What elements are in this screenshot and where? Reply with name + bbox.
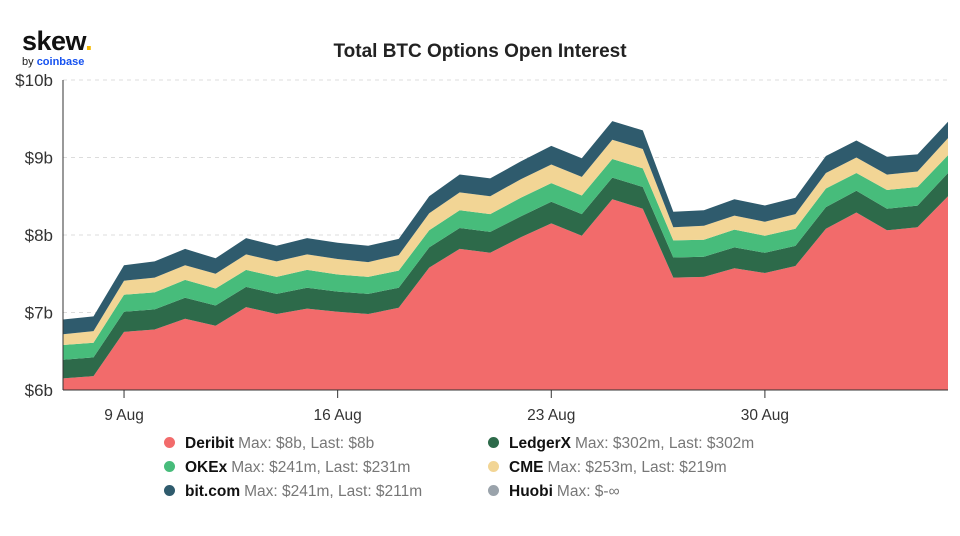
x-tick-label: 9 Aug [104, 407, 144, 424]
logo-by: by [22, 56, 34, 68]
skew-logo: skew. by coinbase [22, 26, 93, 69]
x-tick-label: 30 Aug [741, 407, 789, 424]
legend-item-ledgerx[interactable]: LedgerX Max: $302m, Last: $302m [488, 435, 754, 453]
logo-dot: . [85, 26, 93, 56]
legend-stats: Max: $302m, Last: $302m [575, 435, 755, 452]
area-series-bit-com [63, 121, 948, 335]
y-tick-label: $6b [25, 381, 53, 400]
legend-marker [164, 437, 175, 449]
chart-title: Total BTC Options Open Interest [333, 41, 627, 62]
area-series-ledgerx [63, 173, 948, 379]
legend-marker [164, 461, 175, 473]
logo-wordmark: skew. [22, 26, 93, 56]
y-tick-label: $9b [25, 149, 53, 168]
area-series-deribit [63, 196, 948, 390]
y-tick-label: $10b [15, 71, 53, 90]
legend-item-cme[interactable]: CME Max: $253m, Last: $219m [488, 459, 727, 477]
legend-marker [488, 461, 499, 473]
legend-item-huobi[interactable]: Huobi Max: $-∞ [488, 483, 620, 501]
legend-series-name: CME [509, 459, 544, 476]
y-tick-label: $7b [25, 304, 53, 323]
logo-byline: by coinbase [22, 56, 92, 68]
legend-series-name: OKEx [185, 459, 228, 476]
legend-marker [488, 485, 499, 497]
legend-series-name: Deribit [185, 435, 235, 452]
legend-item-okex[interactable]: OKEx Max: $241m, Last: $231m [164, 459, 410, 477]
legend-stats: Max: $241m, Last: $211m [244, 483, 423, 500]
legend-series-name: Huobi [509, 483, 553, 500]
axes: $6b $7b $8b $9b $10b 9 Aug 16 Aug 23 Aug 30 Aug [15, 71, 948, 424]
logo-partner: coinbase [36, 56, 85, 68]
legend-item-deribit[interactable]: Deribit Max: $8b, Last: $8b [164, 435, 374, 453]
legend-marker [164, 485, 175, 497]
legend-stats: Max: $-∞ [556, 483, 620, 500]
legend-series-name: bit.com [185, 483, 241, 500]
legend-item-bit-com[interactable]: bit.com Max: $241m, Last: $211m [164, 483, 422, 501]
legend-marker [488, 437, 499, 449]
y-tick-label: $8b [25, 226, 53, 245]
stacked-areas [63, 121, 948, 390]
x-tick-label: 16 Aug [314, 407, 362, 424]
logo-name: skew [22, 26, 86, 56]
legend-stats: Max: $253m, Last: $219m [547, 459, 727, 476]
legend-stats: Max: $241m, Last: $231m [231, 459, 411, 476]
legend-stats: Max: $8b, Last: $8b [238, 435, 375, 452]
area-series-okex [63, 155, 948, 360]
x-tick-label: 23 Aug [527, 407, 575, 424]
legend-series-name: LedgerX [509, 435, 572, 452]
